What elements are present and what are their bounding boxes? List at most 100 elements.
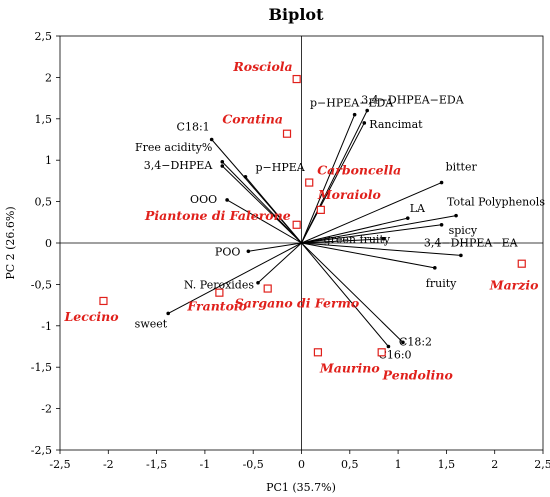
observation-marker bbox=[215, 288, 224, 297]
loading-endpoint bbox=[225, 198, 229, 202]
observation-label: Sargano di Fermo bbox=[235, 296, 359, 311]
loading-vector bbox=[167, 242, 302, 314]
observation-label: Moraiolo bbox=[317, 187, 381, 202]
loading-vector bbox=[301, 238, 384, 244]
variable-label: p−HPEA−EDA bbox=[310, 97, 394, 110]
variable-label: OOO bbox=[190, 193, 217, 206]
observation-label: Marzio bbox=[489, 278, 539, 293]
loading-vector bbox=[301, 242, 435, 269]
y-tick-label: -2 bbox=[41, 403, 52, 416]
x-tick-label: -1,5 bbox=[146, 458, 167, 471]
variable-label: LA bbox=[410, 202, 426, 215]
observation-marker bbox=[313, 348, 323, 357]
variable-label: 3,4−DHPEA bbox=[144, 159, 214, 172]
variable-label: 3,4−DHPEA−EDA bbox=[361, 94, 465, 107]
observation-marker bbox=[305, 178, 314, 187]
y-tick-label: 0 bbox=[45, 237, 52, 250]
loading-endpoint bbox=[362, 121, 367, 125]
observation-marker bbox=[377, 348, 386, 357]
observation-marker bbox=[292, 74, 301, 84]
variable-label: POO bbox=[215, 245, 240, 258]
loading-vector bbox=[301, 242, 389, 347]
loading-vector bbox=[245, 176, 302, 244]
observation-label: Rosciola bbox=[232, 59, 292, 74]
observation-marker bbox=[517, 259, 526, 268]
loading-endpoint bbox=[454, 213, 458, 218]
loading-vector bbox=[301, 122, 365, 244]
observation-label: Carboncella bbox=[317, 163, 401, 178]
loading-vector bbox=[301, 110, 368, 244]
observation-label: Pendolino bbox=[382, 367, 453, 382]
variable-label: sweet bbox=[135, 317, 168, 330]
observation-marker bbox=[99, 296, 108, 306]
chart-title: Biplot bbox=[269, 5, 325, 24]
variable-label: C18:1 bbox=[177, 121, 210, 134]
y-tick-label: 0,5 bbox=[35, 196, 53, 209]
y-tick-label: 2,5 bbox=[35, 30, 53, 43]
loading-vector bbox=[301, 215, 457, 244]
loading-endpoint bbox=[439, 180, 444, 185]
y-axis-ticks: 2,5 2 1,5 1 0,5 0 -0,5 -1 -1,5 -2 -2,5 bbox=[31, 30, 60, 457]
loading-endpoint bbox=[256, 280, 260, 285]
y-tick-label: 1,5 bbox=[35, 113, 53, 126]
loading-vector bbox=[221, 165, 302, 244]
loading-endpoint bbox=[352, 112, 357, 117]
x-tick-label: 1,5 bbox=[438, 458, 456, 471]
loading-endpoint bbox=[433, 266, 437, 270]
x-tick-label: 2 bbox=[491, 458, 498, 471]
variable-label: Rancimat bbox=[369, 118, 423, 131]
y-tick-label: -0,5 bbox=[31, 278, 52, 291]
loading-endpoint bbox=[459, 253, 463, 258]
observation-marker bbox=[282, 129, 292, 138]
loading-endpoint bbox=[243, 174, 248, 179]
loading-vector bbox=[301, 224, 442, 244]
loading-vector bbox=[226, 199, 302, 244]
loading-endpoint bbox=[405, 216, 410, 220]
observation-label: Piantone di Falerone bbox=[144, 208, 291, 223]
loading-vector bbox=[301, 217, 408, 244]
observation-marker bbox=[316, 205, 325, 214]
observation-label: Maurino bbox=[319, 360, 380, 375]
y-tick-label: -1,5 bbox=[31, 361, 52, 374]
variable-label: Total Polyphenols bbox=[447, 196, 545, 209]
loading-vector bbox=[301, 182, 442, 244]
loading-endpoint bbox=[246, 249, 251, 254]
loading-endpoint bbox=[220, 160, 225, 164]
x-tick-label: -2,5 bbox=[49, 458, 70, 471]
loading-endpoint bbox=[386, 344, 391, 349]
observation-marker bbox=[263, 284, 272, 293]
loading-vector bbox=[257, 242, 302, 284]
x-tick-label: -1 bbox=[200, 458, 211, 471]
loading-vector bbox=[301, 242, 461, 256]
y-axis-label: PC 2 (26.6%) bbox=[4, 206, 17, 279]
loading-endpoint bbox=[209, 137, 214, 142]
loading-endpoint bbox=[220, 164, 225, 168]
x-tick-label: -0,5 bbox=[243, 458, 264, 471]
loading-vector bbox=[301, 114, 356, 244]
x-axis-ticks: -2,5 -2 -1,5 -1 -0,5 0 0,5 1 1,5 2 2,5 bbox=[49, 450, 550, 471]
observation-marker bbox=[292, 220, 301, 229]
y-tick-label: -2,5 bbox=[31, 444, 52, 457]
variable-label: fruity bbox=[426, 277, 457, 290]
x-tick-label: 2,5 bbox=[534, 458, 550, 471]
x-tick-label: -2 bbox=[103, 458, 114, 471]
observation-label: Frantoio bbox=[186, 299, 247, 314]
loading-endpoint bbox=[381, 237, 386, 241]
variable-vectors: C18:1 Free acidity% 3,4−DHPEA p−HPEA OOO POO N… bbox=[135, 94, 546, 362]
loading-endpoint bbox=[401, 340, 405, 345]
loading-endpoint bbox=[439, 222, 444, 227]
y-tick-label: 2 bbox=[45, 71, 52, 84]
observation-markers: Rosciola Coratina Carboncella Moraiolo Piant… bbox=[63, 59, 538, 382]
loading-vector bbox=[248, 242, 302, 252]
observation-label: Leccino bbox=[63, 309, 118, 324]
variable-label: C18:2 bbox=[399, 335, 432, 348]
variable-label: C16:0 bbox=[378, 349, 411, 362]
x-tick-label: 0,5 bbox=[341, 458, 359, 471]
y-tick-label: 1 bbox=[45, 154, 52, 167]
x-axis-label: PC1 (35.7%) bbox=[266, 481, 336, 494]
variable-label: spicy bbox=[449, 224, 478, 237]
x-tick-label: 0 bbox=[298, 458, 305, 471]
loading-vector bbox=[301, 242, 404, 343]
x-tick-label: 1 bbox=[395, 458, 402, 471]
